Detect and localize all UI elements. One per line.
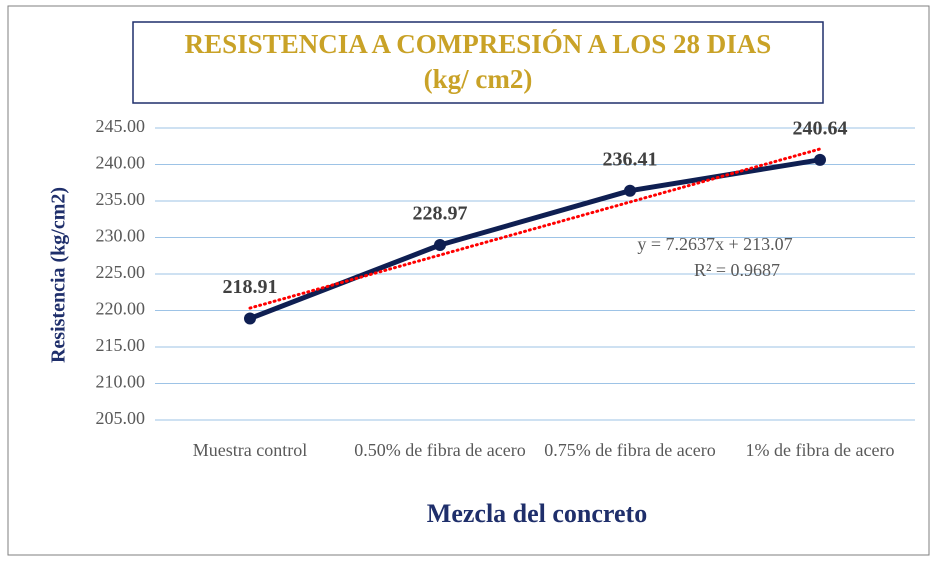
trendline bbox=[248, 147, 822, 310]
y-tick-label: 220.00 bbox=[96, 299, 146, 319]
y-tick-label: 245.00 bbox=[96, 116, 146, 136]
y-axis-title: Resistencia (kg/cm2) bbox=[48, 187, 70, 363]
data-label: 236.41 bbox=[603, 148, 658, 170]
trendline-equation: y = 7.2637x + 213.07 bbox=[637, 234, 792, 254]
chart-title: RESISTENCIA A COMPRESIÓN A LOS 28 DIAS bbox=[185, 29, 772, 59]
x-axis-title: Mezcla del concreto bbox=[427, 499, 647, 528]
data-point bbox=[244, 312, 256, 325]
x-tick-label: 0.75% de fibra de acero bbox=[544, 440, 716, 460]
data-point bbox=[434, 239, 446, 252]
data-point bbox=[814, 153, 826, 166]
x-tick-label: 1% de fibra de acero bbox=[745, 440, 895, 460]
y-tick-label: 215.00 bbox=[96, 335, 146, 355]
chart-subtitle: (kg/ cm2) bbox=[424, 64, 533, 94]
trendline-r2: R² = 0.9687 bbox=[694, 260, 780, 280]
y-tick-label: 210.00 bbox=[96, 372, 146, 392]
x-tick-label: 0.50% de fibra de acero bbox=[354, 440, 526, 460]
y-tick-label: 225.00 bbox=[96, 262, 146, 282]
data-label: 240.64 bbox=[793, 117, 848, 139]
title-box bbox=[132, 21, 824, 104]
y-tick-label: 240.00 bbox=[96, 153, 146, 173]
data-label: 228.97 bbox=[413, 203, 468, 225]
data-point bbox=[624, 184, 636, 197]
y-tick-label: 230.00 bbox=[96, 226, 146, 246]
y-tick-label: 235.00 bbox=[96, 189, 146, 209]
y-tick-label: 205.00 bbox=[96, 408, 146, 428]
x-tick-label: Muestra control bbox=[192, 440, 308, 460]
data-label: 218.91 bbox=[223, 276, 278, 298]
